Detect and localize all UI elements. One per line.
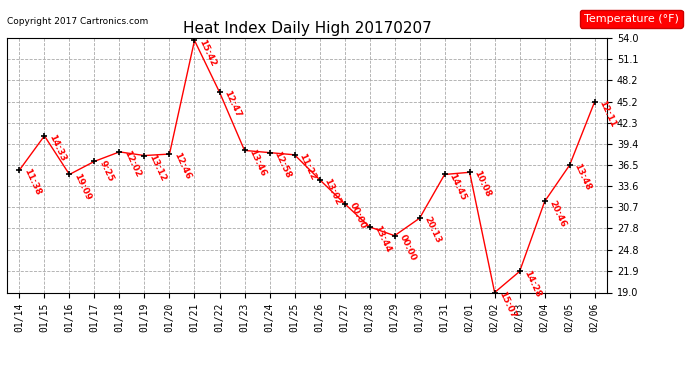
Text: 15:07: 15:07 [497,290,518,320]
Text: 11:38: 11:38 [22,167,43,197]
Text: 12:02: 12:02 [122,149,142,179]
Text: 12:47: 12:47 [222,89,243,119]
Text: 14:45: 14:45 [447,172,468,202]
Text: 14:33: 14:33 [47,133,68,163]
Title: Heat Index Daily High 20170207: Heat Index Daily High 20170207 [183,21,431,36]
Text: 12:11: 12:11 [598,99,618,129]
Text: Copyright 2017 Cartronics.com: Copyright 2017 Cartronics.com [7,17,148,26]
Text: 20:13: 20:13 [422,215,442,245]
Text: 11:22: 11:22 [297,152,317,182]
Text: 12:58: 12:58 [273,150,293,180]
Text: 13:46: 13:46 [247,148,268,177]
Text: 14:28: 14:28 [522,268,543,298]
Text: 12:46: 12:46 [172,151,193,181]
Legend: Temperature (°F): Temperature (°F) [580,10,682,28]
Text: 00:00: 00:00 [347,201,367,230]
Text: 13:48: 13:48 [573,162,593,192]
Text: 15:42: 15:42 [197,38,217,68]
Text: 00:00: 00:00 [397,233,417,262]
Text: 13:02: 13:02 [322,177,342,206]
Text: 13:44: 13:44 [373,224,393,254]
Text: 13:12: 13:12 [147,153,168,183]
Text: 9:25: 9:25 [97,159,115,183]
Text: 19:09: 19:09 [72,172,92,201]
Text: 10:08: 10:08 [473,170,493,199]
Text: 20:46: 20:46 [547,199,568,228]
